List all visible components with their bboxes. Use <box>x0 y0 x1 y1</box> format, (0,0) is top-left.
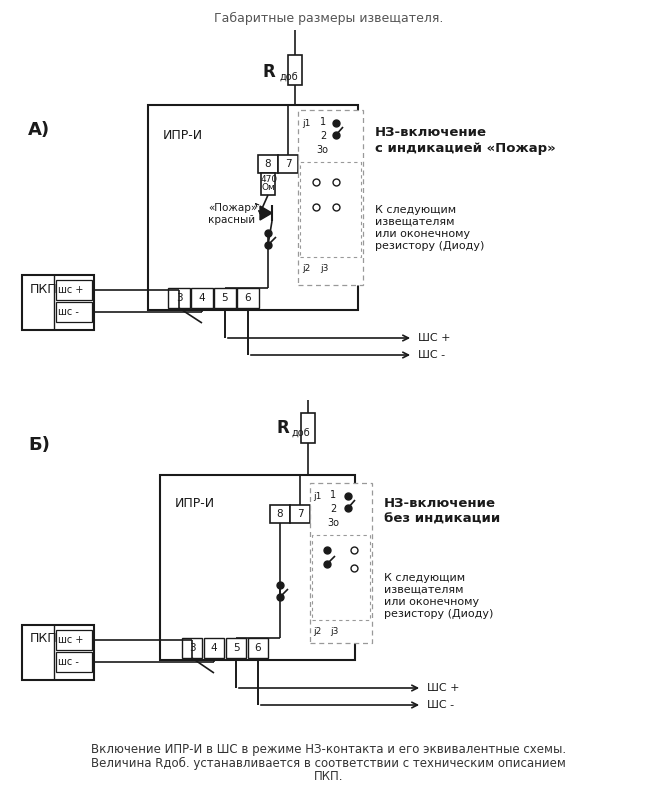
Text: 2: 2 <box>320 131 327 141</box>
Text: ПКП.: ПКП. <box>314 769 343 783</box>
Text: ШС -: ШС - <box>427 700 454 710</box>
Text: ИПР-И: ИПР-И <box>175 497 215 509</box>
Text: К следующим: К следующим <box>384 573 465 583</box>
Bar <box>191 288 213 308</box>
Bar <box>290 505 310 523</box>
Bar <box>214 288 236 308</box>
Text: 1: 1 <box>330 490 336 500</box>
Text: К следующим: К следующим <box>375 205 456 215</box>
Text: извещателям: извещателям <box>384 585 463 595</box>
Bar <box>300 162 361 257</box>
Bar <box>182 638 202 658</box>
Bar <box>56 652 92 672</box>
Text: 7: 7 <box>284 159 291 169</box>
Text: Б): Б) <box>28 436 50 454</box>
Text: j2: j2 <box>302 264 310 273</box>
Bar <box>270 505 290 523</box>
Bar <box>56 302 92 322</box>
Text: доб: доб <box>292 428 311 438</box>
Text: 5: 5 <box>221 293 229 303</box>
Bar <box>301 413 315 443</box>
Text: А): А) <box>28 121 50 139</box>
Text: НЗ-включение: НЗ-включение <box>375 125 487 139</box>
Text: или оконечному: или оконечному <box>384 597 479 607</box>
Bar <box>298 110 363 285</box>
Bar <box>312 535 370 620</box>
Text: или оконечному: или оконечному <box>375 229 470 239</box>
Bar <box>226 638 246 658</box>
Text: j3: j3 <box>330 626 338 635</box>
Text: R: R <box>263 63 276 81</box>
Text: доб: доб <box>279 72 298 82</box>
Text: 8: 8 <box>277 509 283 519</box>
Bar <box>148 105 358 310</box>
Text: R: R <box>276 419 288 437</box>
Text: ПКП: ПКП <box>30 633 58 646</box>
Bar <box>288 55 302 85</box>
Text: ПКП: ПКП <box>30 282 58 296</box>
Text: 6: 6 <box>244 293 252 303</box>
Bar <box>258 155 278 173</box>
Text: 470: 470 <box>261 175 278 183</box>
Text: 5: 5 <box>233 643 239 653</box>
Text: 4: 4 <box>198 293 205 303</box>
Text: извещателям: извещателям <box>375 217 455 227</box>
Bar <box>204 638 224 658</box>
Text: 1: 1 <box>320 117 326 127</box>
Text: без индикации: без индикации <box>384 512 500 525</box>
Text: 3: 3 <box>175 293 182 303</box>
Text: ИПР-И: ИПР-И <box>163 128 203 142</box>
Text: j1: j1 <box>302 119 310 128</box>
Text: шс +: шс + <box>58 285 83 295</box>
Text: ШС +: ШС + <box>427 683 459 693</box>
Polygon shape <box>260 206 272 220</box>
Text: 6: 6 <box>255 643 261 653</box>
Text: 2: 2 <box>330 504 336 514</box>
Text: j3: j3 <box>320 264 328 273</box>
Bar <box>160 475 355 660</box>
Text: 3о: 3о <box>316 145 328 155</box>
Bar <box>248 638 268 658</box>
Text: красный: красный <box>208 215 255 225</box>
Text: j1: j1 <box>313 492 321 501</box>
Bar <box>22 275 94 330</box>
Text: резистору (Диоду): резистору (Диоду) <box>384 609 493 619</box>
Text: резистору (Диоду): резистору (Диоду) <box>375 241 484 251</box>
Text: 7: 7 <box>297 509 304 519</box>
Text: Величина Rдоб. устанавливается в соответствии с техническим описанием: Величина Rдоб. устанавливается в соответ… <box>91 756 566 770</box>
Text: шс +: шс + <box>58 635 83 645</box>
Bar <box>168 288 190 308</box>
Text: ШС +: ШС + <box>418 333 451 343</box>
Text: 8: 8 <box>265 159 271 169</box>
Text: НЗ-включение: НЗ-включение <box>384 497 496 509</box>
Text: 4: 4 <box>211 643 217 653</box>
Text: с индикацией «Пожар»: с индикацией «Пожар» <box>375 142 556 155</box>
Text: 3о: 3о <box>327 518 339 528</box>
Bar <box>310 483 372 643</box>
Text: «Пожар»: «Пожар» <box>208 203 258 213</box>
Text: ШС -: ШС - <box>418 350 445 360</box>
Text: Включение ИПР-И в ШС в режиме НЗ-контакта и его эквивалентные схемы.: Включение ИПР-И в ШС в режиме НЗ-контакт… <box>91 744 566 756</box>
Text: 3: 3 <box>189 643 195 653</box>
Bar <box>278 155 298 173</box>
Bar <box>56 280 92 300</box>
Text: шс -: шс - <box>58 307 79 317</box>
Text: Габаритные размеры извещателя.: Габаритные размеры извещателя. <box>214 11 443 25</box>
Text: шс -: шс - <box>58 657 79 667</box>
Bar <box>22 625 94 680</box>
Bar <box>56 630 92 650</box>
Bar <box>261 173 275 195</box>
Text: j2: j2 <box>313 626 321 635</box>
Text: Ом: Ом <box>261 183 275 191</box>
Bar <box>237 288 259 308</box>
